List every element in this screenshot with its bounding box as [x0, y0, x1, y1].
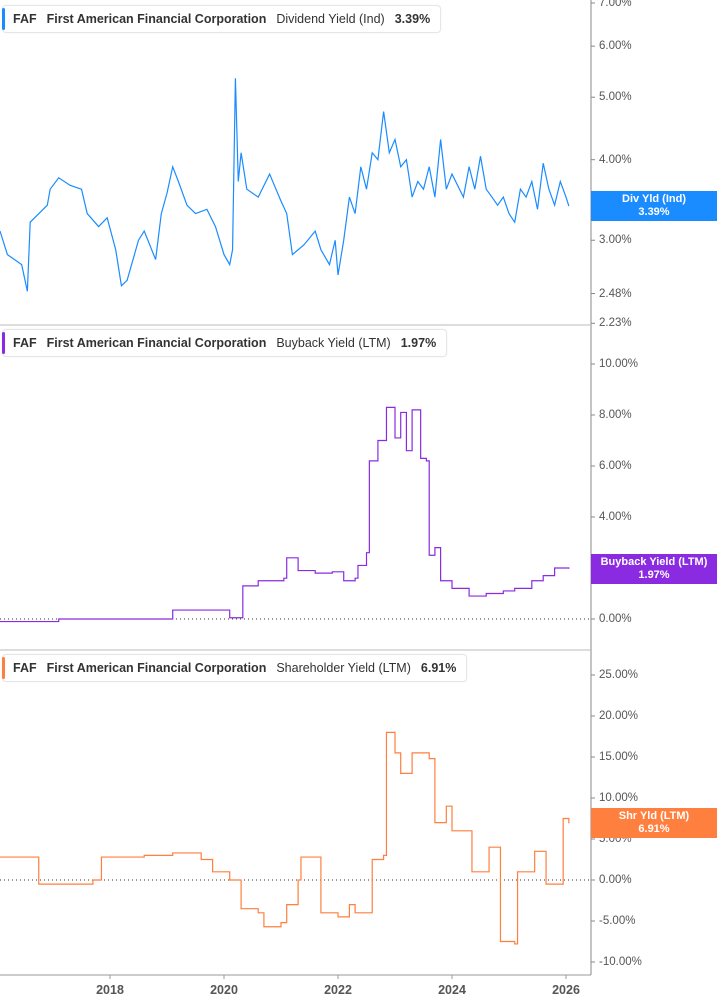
current-value-tag: Buyback Yield (LTM) 1.97% [591, 553, 717, 584]
y-tick-label: 0.00% [599, 874, 632, 886]
y-tick-label: 25.00% [599, 669, 639, 681]
legend-buyback-yield[interactable]: FAF First American Financial Corporation… [2, 329, 448, 357]
legend-value: 1.97% [400, 336, 437, 350]
legend-ticker: FAF [13, 336, 37, 350]
tag-value: 3.39% [638, 206, 670, 219]
y-tick-label: 2.23% [599, 317, 632, 330]
tag-label: Shr Yld (LTM) [618, 810, 690, 823]
series-line-1 [0, 406, 570, 623]
y-tick-label: 20.00% [599, 710, 639, 722]
y-tick-label: 10.00% [599, 792, 639, 804]
y-tick-label: -5.00% [599, 915, 636, 927]
y-tick-label: 6.00% [599, 40, 632, 53]
x-tick-label: 2022 [324, 983, 352, 997]
legend-metric: Dividend Yield (Ind) [276, 12, 385, 26]
series-color-marker [2, 8, 5, 30]
x-tick-label: 2026 [552, 983, 580, 997]
series-color-marker [2, 657, 5, 679]
series-line-0 [0, 78, 570, 292]
legend-company: First American Financial Corporation [46, 661, 267, 675]
series-line-2 [0, 731, 570, 945]
tag-value: 1.97% [638, 568, 670, 581]
x-tick-label: 2018 [96, 983, 124, 997]
legend-shareholder-yield[interactable]: FAF First American Financial Corporation… [2, 654, 468, 682]
current-value-tag: Div Yld (Ind) 3.39% [591, 191, 717, 222]
y-tick-label: 7.00% [599, 0, 632, 9]
legend-metric: Shareholder Yield (LTM) [276, 661, 411, 675]
series-color-marker [2, 332, 5, 354]
legend-ticker: FAF [13, 12, 37, 26]
legend-dividend-yield[interactable]: FAF First American Financial Corporation… [2, 5, 442, 33]
y-tick-label: 15.00% [599, 751, 639, 763]
x-tick-label: 2020 [210, 983, 238, 997]
legend-value: 6.91% [420, 661, 457, 675]
y-tick-label: 6.00% [599, 460, 632, 472]
y-tick-label: 0.00% [599, 613, 632, 625]
current-value-tag: Shr Yld (LTM) 6.91% [591, 808, 717, 839]
legend-company: First American Financial Corporation [46, 336, 267, 350]
x-tick-label: 2024 [438, 983, 466, 997]
tag-value: 6.91% [638, 823, 670, 836]
tag-label: Div Yld (Ind) [622, 193, 686, 206]
y-tick-label: 2.48% [599, 287, 632, 300]
legend-company: First American Financial Corporation [46, 12, 267, 26]
y-tick-label: 8.00% [599, 409, 632, 421]
y-tick-label: 3.00% [599, 234, 632, 247]
y-tick-label: 10.00% [599, 358, 639, 370]
y-tick-label: 4.00% [599, 511, 632, 523]
tag-label: Buyback Yield (LTM) [600, 555, 708, 568]
legend-metric: Buyback Yield (LTM) [276, 336, 391, 350]
y-tick-label: 4.00% [599, 153, 632, 166]
y-tick-label: 5.00% [599, 91, 632, 104]
legend-ticker: FAF [13, 661, 37, 675]
y-tick-label: -10.00% [599, 956, 642, 968]
legend-value: 3.39% [394, 12, 431, 26]
